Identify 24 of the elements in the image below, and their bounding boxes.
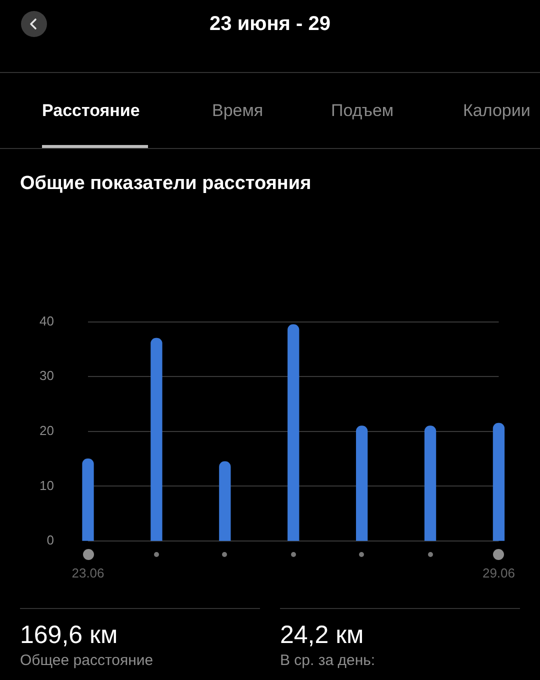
y-tick-label: 20 — [40, 422, 54, 438]
bar — [492, 422, 505, 541]
chart-title: Общие показатели расстояния — [20, 172, 312, 196]
text: 24,2 км — [280, 621, 364, 649]
text: Время — [212, 100, 264, 122]
text: Подъем — [331, 100, 394, 122]
bar — [150, 338, 162, 541]
y-tick-label: 0 — [46, 532, 54, 548]
bar — [424, 426, 436, 541]
y-tick-label: 40 — [40, 313, 54, 328]
chart-subtitle: 23 июня - 29 — [208, 12, 332, 36]
bar — [356, 426, 368, 541]
bar — [82, 458, 94, 541]
x-tick-label: 29.06 — [482, 565, 516, 580]
y-tick-label: 30 — [40, 368, 54, 384]
text: В ср. за день: — [280, 652, 376, 670]
text: 169,6 км — [20, 621, 118, 649]
x-tick-label: 23.06 — [72, 565, 104, 580]
bar — [219, 461, 231, 541]
text: Калории — [463, 100, 530, 122]
y-tick-label: 10 — [40, 478, 54, 493]
bar — [288, 324, 300, 541]
text: Общее расстояние — [20, 652, 154, 670]
text: Расстояние — [42, 100, 140, 122]
